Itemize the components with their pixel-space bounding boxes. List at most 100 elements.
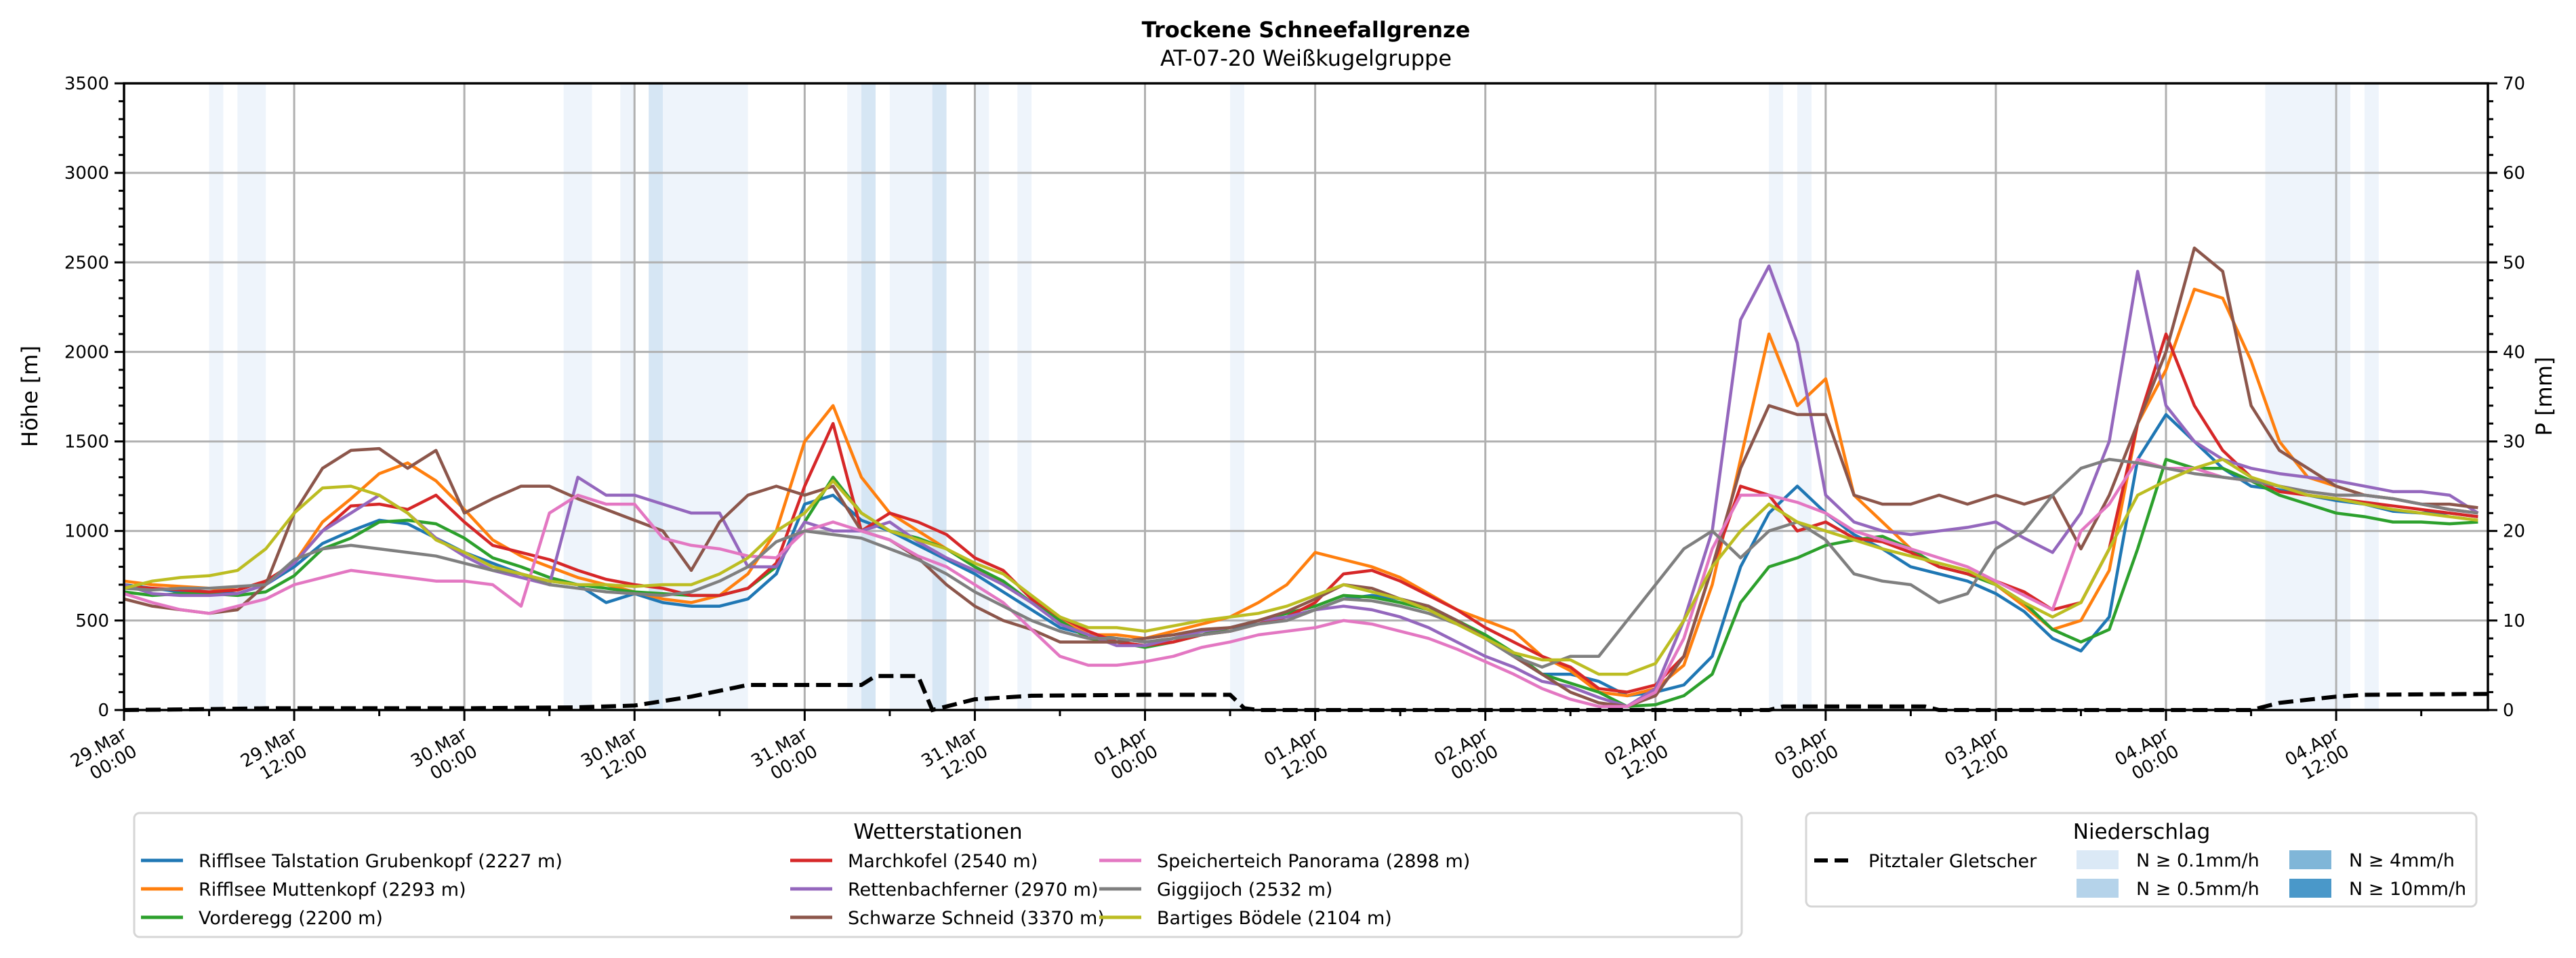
legend-band-swatch — [2077, 850, 2119, 869]
y-right-tick-label: 20 — [2503, 522, 2525, 542]
y-right-tick-label: 60 — [2503, 163, 2525, 184]
chart-title: Trockene Schneefallgrenze — [1142, 17, 1471, 43]
precip-bands — [209, 83, 2379, 710]
legend-band-swatch — [2289, 850, 2331, 869]
legend-label: Vorderegg (2200 m) — [199, 908, 383, 929]
y-right-tick-label: 30 — [2503, 432, 2525, 453]
precip-band — [847, 83, 862, 710]
y-tick-label: 3500 — [64, 74, 109, 94]
precip-band — [209, 83, 224, 710]
y-tick-label: 0 — [98, 701, 109, 721]
y-tick-label: 2000 — [64, 342, 109, 362]
legend-band-item: N ≥ 4mm/h — [2289, 850, 2455, 871]
y-axis-left: 0 500 1000 1500 2000 2500 3000 3500 — [64, 74, 124, 721]
legend-band-label: N ≥ 0.1mm/h — [2136, 850, 2260, 871]
series-line-1 — [123, 287, 2478, 698]
precip-band — [861, 83, 876, 710]
legend-item: Bartiges Bödele (2104 m) — [1099, 908, 1392, 929]
precip-band — [1017, 83, 1032, 710]
legend-item: Schwarze Schneid (3370 m) — [790, 908, 1105, 929]
y-axis-right-label: P [mm] — [2531, 357, 2557, 436]
series-line-8 — [123, 457, 2478, 676]
precip-band — [975, 83, 989, 710]
y-axis-right: 0 10 20 30 40 50 60 70 — [2488, 74, 2525, 721]
series-line-3 — [123, 332, 2478, 694]
legend-label: Bartiges Bödele (2104 m) — [1157, 908, 1392, 929]
precip-band — [2364, 83, 2379, 710]
legend-band-item: N ≥ 10mm/h — [2289, 879, 2466, 900]
legend-item: Vorderegg (2200 m) — [141, 908, 383, 929]
grid — [124, 83, 2488, 710]
legend-band-item: N ≥ 0.1mm/h — [2077, 850, 2260, 871]
chart-subtitle: AT-07-20 Weißkugelgruppe — [1160, 45, 1452, 71]
legend-band-swatch — [2289, 879, 2331, 898]
legend-precip: Niederschlag Pitztaler Gletscher N ≥ 0.1… — [1805, 812, 2478, 908]
y-tick-label: 500 — [75, 611, 109, 631]
series-line-5 — [123, 246, 2478, 708]
precip-band — [932, 83, 947, 710]
legend-label: Marchkofel (2540 m) — [848, 851, 1038, 872]
legend-band-label: N ≥ 0.5mm/h — [2136, 879, 2260, 900]
y-right-tick-label: 0 — [2503, 701, 2514, 721]
station-series — [123, 246, 2479, 708]
plot-frame — [123, 82, 2489, 711]
y-tick-label: 2500 — [64, 253, 109, 273]
y-tick-label: 1000 — [64, 522, 109, 542]
precip-band — [2265, 83, 2351, 710]
precip-band — [663, 83, 748, 710]
legend-label: Speicherteich Panorama (2898 m) — [1157, 851, 1470, 872]
precip-band — [620, 83, 635, 710]
legend-item: Rifflsee Talstation Grubenkopf (2227 m) — [141, 851, 563, 872]
y-right-tick-label: 10 — [2503, 611, 2525, 631]
y-tick-label: 1500 — [64, 432, 109, 453]
legend-label: Schwarze Schneid (3370 m) — [848, 908, 1105, 929]
legend-item: Rifflsee Muttenkopf (2293 m) — [141, 879, 466, 900]
legend-band-swatch — [2077, 879, 2119, 898]
precip-band — [1797, 83, 1812, 710]
legend-item: Marchkofel (2540 m) — [790, 851, 1038, 872]
precip-band — [649, 83, 663, 710]
precip-band — [1769, 83, 1784, 710]
legend-precip-title: Niederschlag — [2073, 820, 2211, 844]
series-line-4 — [123, 264, 2479, 708]
precip-band — [889, 83, 933, 710]
y-right-tick-label: 40 — [2503, 342, 2525, 362]
precip-line-pitztaler-gletscher — [123, 673, 2489, 713]
y-tick-label: 3000 — [64, 163, 109, 184]
precip-band — [237, 83, 266, 710]
precip-series — [123, 673, 2489, 713]
precip-band — [563, 83, 592, 710]
legend-label: Giggijoch (2532 m) — [1157, 879, 1332, 900]
legend-label: Rettenbachferner (2970 m) — [848, 879, 1099, 900]
legend-item: Rettenbachferner (2970 m) — [790, 879, 1099, 900]
y-right-tick-label: 70 — [2503, 74, 2525, 94]
legend-band-label: N ≥ 4mm/h — [2349, 850, 2455, 871]
precip-band — [1230, 83, 1244, 710]
y-axis-label: Höhe [m] — [17, 346, 43, 447]
y-right-tick-label: 50 — [2503, 253, 2525, 273]
legend-item: Giggijoch (2532 m) — [1099, 879, 1332, 900]
legend-stations-title: Wetterstationen — [853, 820, 1022, 844]
series-line-6 — [123, 457, 2478, 708]
legend-label: Rifflsee Talstation Grubenkopf (2227 m) — [199, 851, 563, 872]
legend-band-label: N ≥ 10mm/h — [2349, 879, 2466, 900]
legend-precip-line-label: Pitztaler Gletscher — [1868, 851, 2037, 872]
legend-stations: Wetterstationen Rifflsee Talstation Grub… — [133, 812, 1743, 938]
legend-band-item: N ≥ 0.5mm/h — [2077, 879, 2260, 900]
